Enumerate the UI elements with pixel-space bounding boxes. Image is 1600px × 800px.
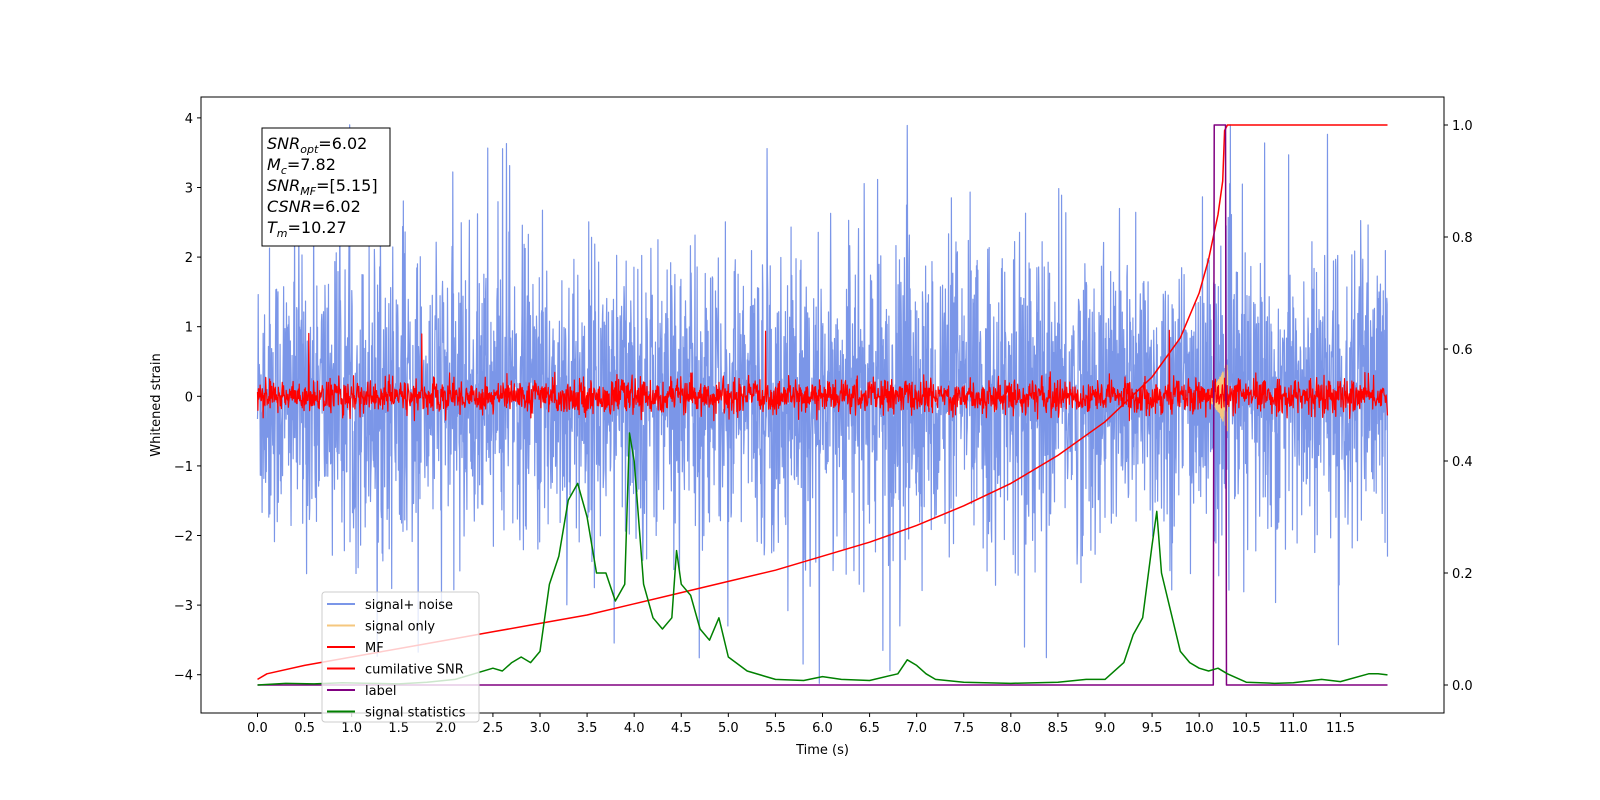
annotation-symbol: SNR bbox=[267, 134, 300, 153]
annotation-line: Tm=10.27 bbox=[267, 218, 347, 240]
legend-item-label: label bbox=[365, 684, 396, 699]
x-tick-label: 4.0 bbox=[624, 721, 645, 736]
annotation-line: SNRMF=[5.15] bbox=[267, 176, 378, 198]
x-tick-label: 9.0 bbox=[1095, 721, 1116, 736]
x-tick-label: 4.5 bbox=[671, 721, 692, 736]
y2-tick-label: 0.4 bbox=[1452, 455, 1473, 470]
legend-item-label: cumilative SNR bbox=[365, 663, 464, 678]
y-tick-label: 3 bbox=[185, 181, 193, 196]
annotation-symbol: CSNR bbox=[267, 197, 312, 216]
annotation-value: =6.02 bbox=[318, 134, 367, 153]
annotation-line: Mc=7.82 bbox=[267, 155, 336, 177]
x-tick-label: 11.5 bbox=[1326, 721, 1355, 736]
y-tick-label: 0 bbox=[185, 390, 193, 405]
legend-item-label: signal+ noise bbox=[365, 598, 453, 613]
annotation-line: SNRopt=6.02 bbox=[267, 134, 367, 156]
y2-tick-label: 0.6 bbox=[1452, 343, 1473, 358]
x-axis: 0.0 0.5 1.0 1.5 2.0 2.5 3.0 3.5 4.0 4.5 5.0 5.5 6.0 6… bbox=[247, 713, 1355, 736]
y-axis-label: Whitened strain bbox=[149, 353, 164, 456]
legend-item-label: signal only bbox=[365, 620, 435, 635]
annotation-value: =6.02 bbox=[312, 197, 361, 216]
x-tick-label: 6.5 bbox=[859, 721, 880, 736]
x-tick-label: 1.5 bbox=[388, 721, 409, 736]
annotation-symbol: T bbox=[267, 218, 278, 237]
legend-frame bbox=[321, 591, 480, 723]
legend-item-label: MF bbox=[365, 641, 384, 656]
annotation-value: =7.82 bbox=[287, 155, 336, 174]
annotation-value: =10.27 bbox=[288, 218, 347, 237]
annotation-symbol: M bbox=[267, 155, 281, 174]
y-axis-left: 4 3 2 1 0 −1 −2 −3 −4 bbox=[174, 112, 201, 684]
series-line-mf bbox=[256, 329, 1389, 422]
x-tick-label: 2.5 bbox=[483, 721, 504, 736]
y-tick-label: 1 bbox=[185, 321, 193, 336]
legend-item-label: signal statistics bbox=[365, 706, 466, 721]
x-tick-label: 5.5 bbox=[765, 721, 786, 736]
x-tick-label: 8.5 bbox=[1048, 721, 1069, 736]
annotation-subscript: opt bbox=[300, 143, 319, 156]
series-line-label bbox=[257, 124, 1388, 686]
x-tick-label: 5.0 bbox=[718, 721, 739, 736]
annotation-subscript: m bbox=[277, 227, 288, 240]
x-axis-label: Time (s) bbox=[795, 743, 849, 758]
legend: signal+ noise signal only MF cumilative SNR… bbox=[321, 591, 480, 723]
x-tick-label: 0.0 bbox=[247, 721, 268, 736]
x-tick-label: 6.0 bbox=[812, 721, 833, 736]
y2-tick-label: 0.8 bbox=[1452, 231, 1473, 246]
annotation-subscript: c bbox=[281, 164, 287, 177]
y-tick-label: 4 bbox=[185, 112, 193, 127]
x-tick-label: 10.5 bbox=[1232, 721, 1261, 736]
annotation-subscript: MF bbox=[300, 185, 316, 198]
x-tick-label: 7.0 bbox=[906, 721, 927, 736]
y-tick-label: −4 bbox=[174, 669, 193, 684]
y-tick-label: 2 bbox=[185, 251, 193, 266]
y2-tick-label: 0.0 bbox=[1452, 679, 1473, 694]
annotation-box: SNRopt=6.02Mc=7.82SNRMF=[5.15]CSNR=6.02T… bbox=[261, 127, 391, 247]
x-tick-label: 1.0 bbox=[341, 721, 362, 736]
series-line-signal-noise bbox=[256, 124, 1389, 684]
y-tick-label: −3 bbox=[174, 599, 193, 614]
y2-tick-label: 0.2 bbox=[1452, 567, 1473, 582]
annotation-frame bbox=[261, 127, 391, 247]
annotation-value: =[5.15] bbox=[316, 176, 378, 195]
annotation-symbol: SNR bbox=[267, 176, 300, 195]
y2-tick-label: 1.0 bbox=[1452, 119, 1473, 134]
x-tick-label: 11.0 bbox=[1279, 721, 1308, 736]
y-tick-label: −2 bbox=[174, 530, 193, 545]
x-tick-label: 2.0 bbox=[435, 721, 456, 736]
x-tick-label: 10.0 bbox=[1185, 721, 1214, 736]
x-tick-label: 3.0 bbox=[530, 721, 551, 736]
x-tick-label: 9.5 bbox=[1142, 721, 1163, 736]
series-line-signal-statistics bbox=[257, 432, 1388, 686]
x-tick-label: 3.5 bbox=[577, 721, 598, 736]
y-tick-label: −1 bbox=[174, 460, 193, 475]
y-axis-right: 1.0 0.8 0.6 0.4 0.2 0.0 bbox=[1444, 119, 1473, 694]
x-tick-label: 0.5 bbox=[294, 721, 315, 736]
x-tick-label: 7.5 bbox=[953, 721, 974, 736]
x-tick-label: 8.0 bbox=[1000, 721, 1021, 736]
annotation-line: CSNR=6.02 bbox=[267, 197, 361, 216]
